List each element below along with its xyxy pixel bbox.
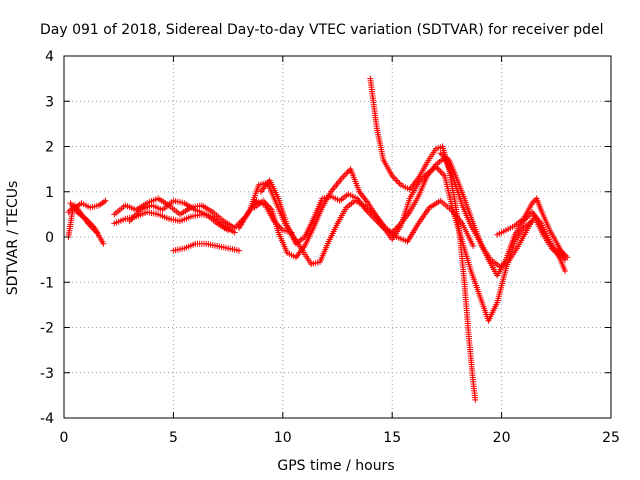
- data-point-marks: [170, 240, 243, 254]
- data-point-marks: [555, 245, 571, 261]
- x-tick-label: 25: [602, 430, 620, 446]
- x-axis-label: GPS time / hours: [277, 458, 394, 474]
- x-tick-label: 15: [383, 430, 401, 446]
- y-tick-label: -3: [40, 366, 54, 382]
- series-sat-n: [555, 245, 571, 261]
- x-tick-labels: 0 5 10 15 20 25: [60, 430, 620, 446]
- series-sat-c: [65, 202, 100, 236]
- x-tick-label: 0: [60, 430, 69, 446]
- axis-ticks: [63, 55, 612, 419]
- series-sat-g: [170, 240, 243, 254]
- x-tick-label: 20: [493, 430, 511, 446]
- data-marks: [65, 75, 571, 403]
- y-tick-label: 3: [45, 94, 54, 110]
- y-tick-label: -2: [40, 321, 54, 337]
- y-axis-label: SDTVAR / TECUs: [5, 181, 21, 296]
- series-sat-k: [367, 75, 479, 403]
- y-tick-label: 4: [45, 49, 54, 65]
- series-sat-j: [257, 154, 569, 279]
- x-tick-label: 10: [274, 430, 292, 446]
- series-sat-h: [236, 179, 477, 268]
- data-point-marks: [367, 75, 479, 403]
- y-tick-label: 1: [45, 185, 54, 201]
- data-point-marks: [437, 150, 564, 270]
- series-sat-l: [437, 150, 564, 270]
- y-tick-label: 2: [45, 140, 54, 156]
- data-point-marks: [236, 179, 477, 268]
- data-point-marks: [65, 202, 100, 236]
- x-tick-label: 5: [169, 430, 178, 446]
- series-sat-f: [126, 197, 232, 234]
- y-tick-label: -1: [40, 275, 54, 291]
- data-point-marks: [126, 197, 232, 234]
- y-tick-label: 0: [45, 230, 54, 246]
- grid-lines: [64, 56, 611, 418]
- y-tick-labels: -4 -3 -2 -1 0 1 2 3 4: [40, 49, 54, 427]
- data-point-marks: [257, 154, 569, 279]
- chart-title: Day 091 of 2018, Sidereal Day-to-day VTE…: [40, 22, 604, 38]
- y-tick-label: -4: [40, 411, 54, 427]
